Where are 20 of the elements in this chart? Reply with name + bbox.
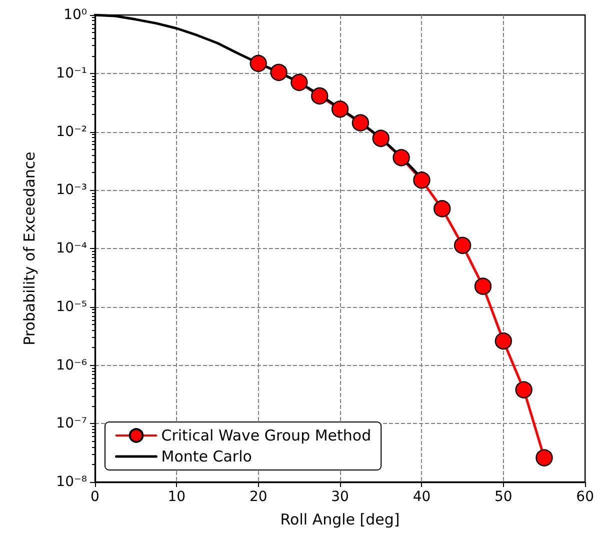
y-tick-label: 10⁻³	[56, 182, 87, 198]
x-tick-label: 20	[249, 489, 268, 505]
x-tick-label: 30	[331, 489, 349, 505]
y-axis-title: Probability of Exceedance	[20, 152, 38, 346]
y-tick-label: 10⁻⁸	[56, 474, 88, 490]
y-tick-label: 10⁻¹	[56, 65, 87, 82]
y-tick-label: 10⁻²	[56, 124, 87, 140]
y-tick-label: 10⁻⁶	[56, 357, 88, 374]
legend-label: Critical Wave Group Method	[161, 426, 372, 444]
x-tick-label: 10	[168, 489, 186, 505]
y-tick-label: 10⁰	[64, 7, 88, 23]
x-axis-title: Roll Angle [deg]	[280, 510, 400, 528]
legend-label: Monte Carlo	[161, 448, 252, 466]
x-tick-label: 40	[412, 489, 431, 505]
y-tick-label: 10⁻⁷	[56, 416, 87, 432]
x-tick-label: 0	[90, 489, 100, 505]
x-tick-label: 60	[576, 489, 594, 505]
y-tick-label: 10⁻⁴	[56, 240, 88, 256]
x-tick-label: 50	[494, 489, 512, 505]
y-tick-label: 10⁻⁵	[56, 298, 87, 315]
